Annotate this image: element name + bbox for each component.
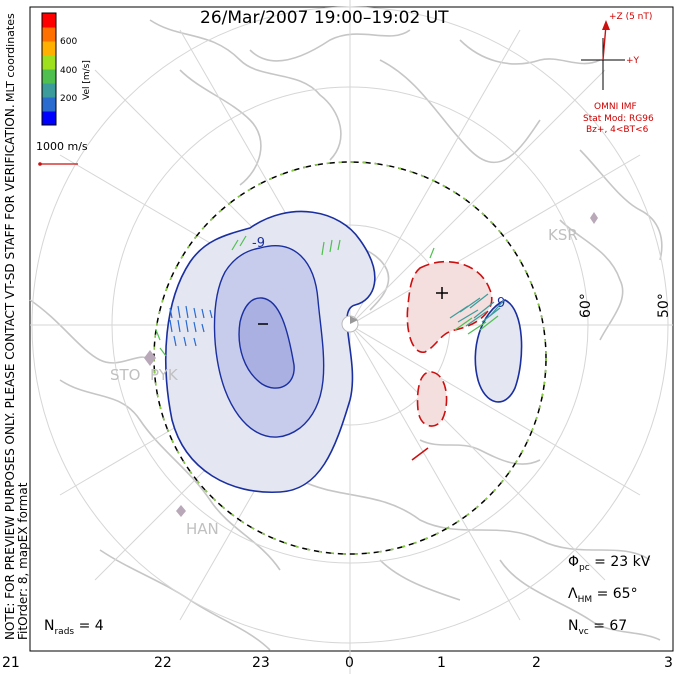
colorbar-frame <box>41 12 57 126</box>
imf-model: Stat Mod: RG96 <box>583 114 654 124</box>
positive-cell-secondary <box>416 371 448 427</box>
colorbar-segment <box>42 55 56 70</box>
mlt-tick-3: 3 <box>664 655 673 671</box>
colorbar-tick-200: 200 <box>60 94 78 104</box>
colorbar-segment <box>42 83 56 98</box>
colorbar-title: Vel [m/s] <box>82 60 92 100</box>
velocity-vectors <box>155 235 505 357</box>
coordinate-grid <box>30 0 673 674</box>
station-label-han: HAN <box>186 520 219 538</box>
stat-n-rads: Nrads = 4 <box>44 618 104 637</box>
colorbar-segment <box>42 13 56 28</box>
colorbar-tick-600: 600 <box>60 37 78 47</box>
scale-vector-label: 1000 m/s <box>36 140 88 153</box>
colorbar-segment <box>42 111 56 126</box>
station-label-pyk: PYK <box>150 366 178 384</box>
mlt-tick-22: 22 <box>154 655 172 671</box>
mlt-tick-2: 2 <box>532 655 541 671</box>
station-label-sto: STO <box>110 366 141 384</box>
mlt-tick-0: 0 <box>345 655 354 671</box>
stat-lambda-hm: ΛHM = 65° <box>568 586 638 605</box>
imf-condition: Bz+, 4<BT<6 <box>586 125 649 135</box>
mlt-tick-23: 23 <box>252 655 270 671</box>
colorbar-segment <box>42 41 56 56</box>
positive-cell-main <box>406 260 493 353</box>
station-label-ksr: KSR <box>548 226 578 244</box>
hm-boundary-green <box>153 161 547 555</box>
velocity-colorbar <box>42 13 56 126</box>
station-markers <box>144 212 598 517</box>
magnetic-pole-marker <box>341 315 359 333</box>
negative-cell-core <box>238 297 295 389</box>
imf-z-label: +Z (5 nT) <box>609 12 653 22</box>
mlt-tick-1: 1 <box>437 655 446 671</box>
colorbar-segment <box>42 69 56 84</box>
negative-cell-dawn <box>474 299 523 403</box>
imf-y-label: +Y <box>626 56 640 66</box>
latitude-label-50: 50° <box>656 293 672 318</box>
potential-max-marker <box>436 287 448 299</box>
latitude-label-60: 60° <box>578 293 594 318</box>
map-title: 26/Mar/2007 19:00–19:02 UT <box>200 8 449 28</box>
imf-source: OMNI IMF <box>594 102 637 112</box>
colorbar-segment <box>42 27 56 42</box>
contour-label-neg: -9 <box>252 236 265 251</box>
colorbar-tick-400: 400 <box>60 66 78 76</box>
preview-note: NOTE: FOR PREVIEW PURPOSES ONLY. PLEASE … <box>3 104 30 640</box>
mlt-tick-21: 21 <box>2 655 20 671</box>
scale-vector <box>38 162 78 166</box>
colorbar-segment <box>42 97 56 112</box>
stat-n-vc: Nvc = 67 <box>568 618 628 637</box>
stat-phi-pc: Φpc = 23 kV <box>568 554 651 573</box>
imf-dial <box>581 20 625 90</box>
positive-cell-tiny <box>411 447 429 461</box>
